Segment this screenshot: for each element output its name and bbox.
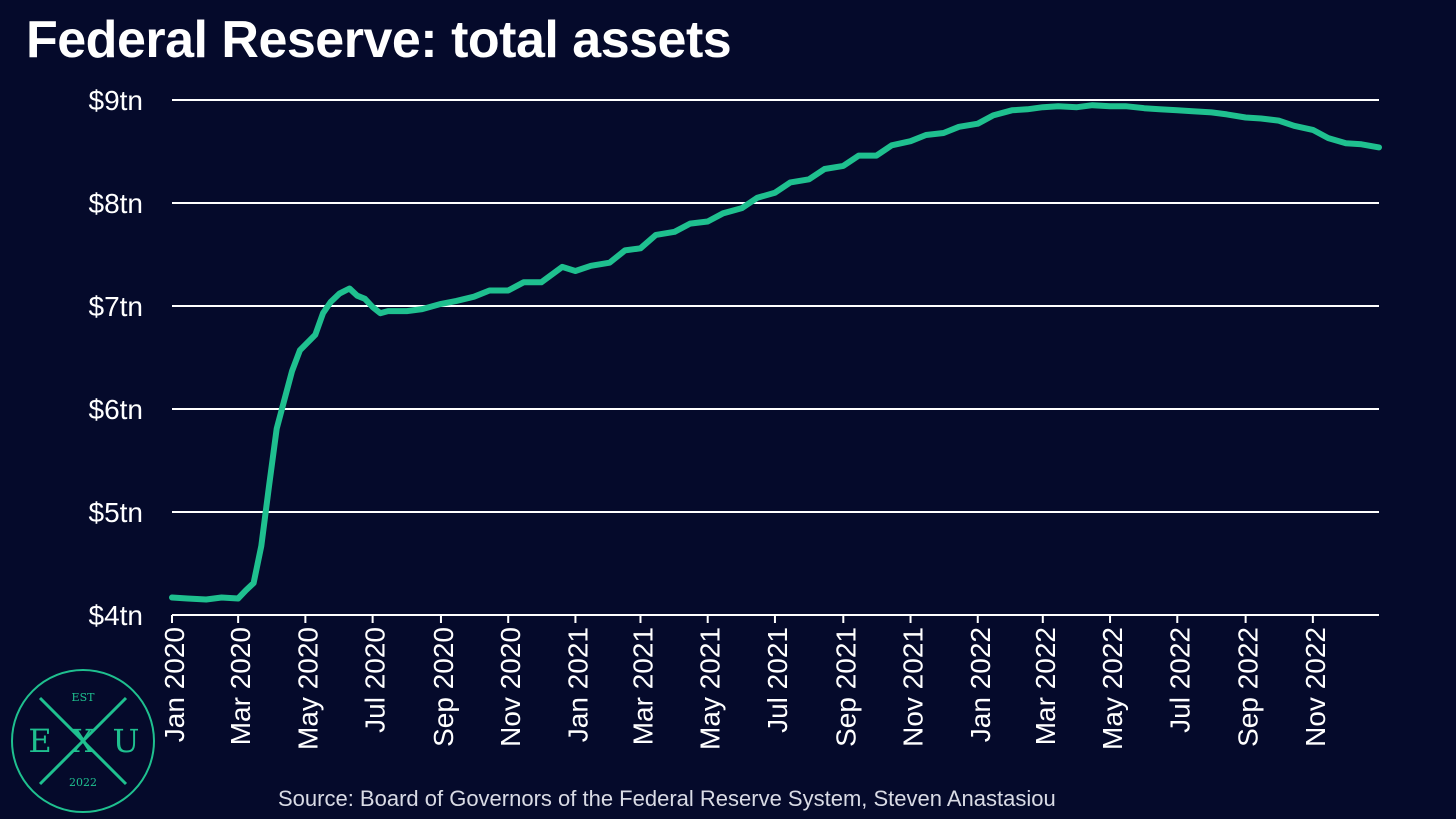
- y-axis-ticks: $9tn $8tn $7tn $6tn $5tn $4tn: [89, 85, 144, 631]
- source-note: Source: Board of Governors of the Federa…: [278, 786, 1056, 811]
- logo-est-text: EST: [72, 691, 96, 704]
- y-tick-label: $8tn: [89, 188, 144, 219]
- page-title: Federal Reserve: total assets: [26, 11, 732, 69]
- y-tick-label: $7tn: [89, 291, 144, 322]
- x-tick-label: Jan 2022: [965, 627, 996, 742]
- x-tick-label: May 2021: [695, 627, 726, 750]
- x-tick-label: Mar 2022: [1030, 627, 1061, 745]
- y-tick-label: $9tn: [89, 85, 144, 116]
- x-tick-label: Jan 2020: [159, 627, 190, 742]
- x-tick-label: May 2022: [1097, 627, 1128, 750]
- x-tick-label: Nov 2021: [898, 627, 929, 747]
- series-line-total-assets: [169, 102, 1382, 603]
- logo-letter-x: X: [72, 722, 95, 760]
- x-tick-label: Sep 2020: [428, 627, 459, 747]
- x-axis-ticks: Jan 2020 Mar 2020 May 2020 Jul 2020 Sep 2020…: [159, 615, 1331, 750]
- x-tick-label: Jul 2022: [1164, 627, 1195, 733]
- logo-emblem-icon: EST E X U 2022: [11, 669, 155, 813]
- x-tick-label: Nov 2022: [1300, 627, 1331, 747]
- x-tick-label: May 2020: [292, 627, 323, 750]
- x-tick-label: Jul 2021: [762, 627, 793, 733]
- x-tick-label: Nov 2020: [495, 627, 526, 747]
- exu-logo: EST E X U 2022: [10, 668, 156, 819]
- gridlines: [172, 99, 1379, 616]
- y-tick-label: $5tn: [89, 497, 144, 528]
- y-tick-label: $6tn: [89, 394, 144, 425]
- x-tick-label: Mar 2021: [627, 627, 658, 745]
- x-tick-label: Jan 2021: [562, 627, 593, 742]
- x-tick-label: Mar 2020: [225, 627, 256, 745]
- logo-letter-e: E: [28, 722, 51, 760]
- x-tick-label: Sep 2022: [1233, 627, 1264, 747]
- x-tick-label: Sep 2021: [830, 627, 861, 747]
- x-tick-label: Jul 2020: [360, 627, 391, 733]
- y-tick-label: $4tn: [89, 600, 144, 631]
- logo-letter-u: U: [113, 722, 140, 760]
- logo-year-text: 2022: [69, 776, 97, 789]
